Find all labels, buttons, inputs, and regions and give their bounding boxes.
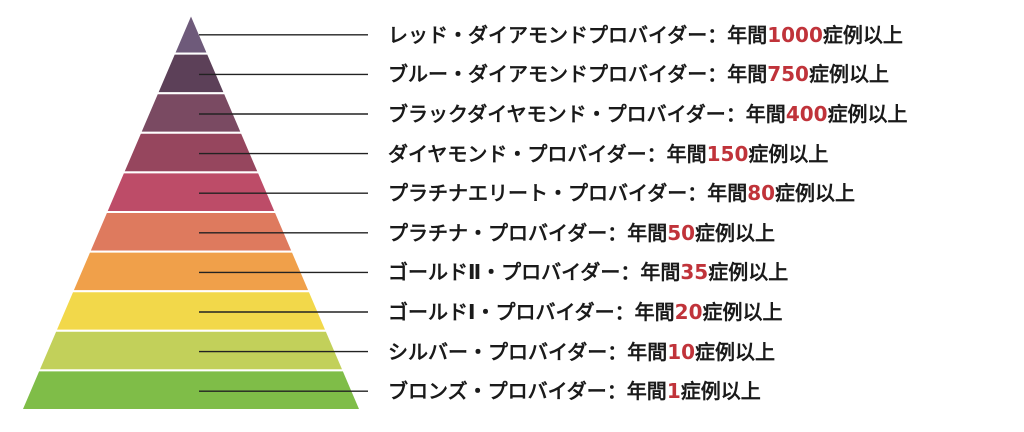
tier-suffix: 症例以上 (822, 22, 903, 47)
tier-label-3: ブラックダイヤモンド・プロバイダー：年間400症例以上 (388, 96, 908, 132)
tier-label-9: シルバー・プロバイダー：年間10症例以上 (388, 334, 775, 370)
tier-suffix: 症例以上 (695, 220, 776, 245)
pyramid-tier-4 (121, 131, 261, 174)
pyramid-tier-5 (104, 171, 278, 213)
tier-case-count: 1000 (767, 22, 823, 47)
tier-name: ゴールドⅡ・プロバイダー (388, 260, 621, 285)
tier-case-count: 20 (674, 300, 703, 324)
tier-prefix: ：年間 (607, 220, 668, 245)
tier-label-6: プラチナ・プロバイダー：年間50症例以上 (388, 215, 775, 251)
tier-case-count: 50 (667, 220, 696, 245)
tier-prefix: ：年間 (707, 22, 768, 47)
tier-case-count: 35 (680, 260, 709, 285)
tier-name: ダイヤモンド・プロバイダー (388, 141, 647, 166)
tier-case-count: 150 (706, 141, 749, 166)
tier-name: プラチナエリート・プロバイダー (388, 181, 688, 206)
pyramid-tier-6 (87, 211, 295, 253)
tier-label-4: ダイヤモンド・プロバイダー：年間150症例以上 (388, 136, 828, 172)
tier-prefix: ：年間 (614, 300, 675, 324)
tier-name: レッド・ダイアモンドプロバイダー (388, 22, 708, 47)
tier-case-count: 80 (747, 181, 776, 206)
pyramid-tier-3 (138, 92, 244, 134)
tier-prefix: ：年間 (687, 181, 748, 206)
tier-case-count: 400 (785, 102, 828, 126)
tier-prefix: ：年間 (707, 62, 768, 87)
pyramid-tier-10 (19, 369, 363, 411)
tier-suffix: 症例以上 (708, 260, 789, 285)
pyramid-tier-8 (53, 290, 329, 332)
tier-suffix: 症例以上 (695, 339, 776, 364)
tier-label-7: ゴールドⅡ・プロバイダー：年間35症例以上 (388, 254, 788, 290)
tier-name: ブロンズ・プロバイダー (388, 379, 607, 404)
tier-suffix: 症例以上 (702, 300, 783, 324)
tier-name: ゴールドⅠ・プロバイダー (388, 300, 615, 324)
tier-label-5: プラチナエリート・プロバイダー：年間80症例以上 (388, 175, 855, 211)
tier-case-count: 10 (667, 339, 696, 364)
pyramid-tier-2 (155, 52, 227, 95)
tier-label-10: ブロンズ・プロバイダー：年間1症例以上 (388, 373, 761, 409)
tier-suffix: 症例以上 (775, 181, 856, 206)
tier-case-count: 750 (767, 62, 809, 87)
tier-suffix: 症例以上 (680, 379, 761, 404)
tier-case-count: 1 (666, 379, 681, 404)
tier-suffix: 症例以上 (827, 102, 908, 126)
pyramid-tier-1 (172, 11, 210, 55)
tier-name: シルバー・プロバイダー (388, 339, 608, 364)
tier-prefix: ：年間 (607, 339, 668, 364)
pyramid-tier-9 (36, 329, 346, 372)
tier-name: ブラックダイヤモンド・プロバイダー (388, 102, 726, 126)
tier-label-1: レッド・ダイアモンドプロバイダー：年間1000症例以上 (388, 17, 903, 53)
tier-suffix: 症例以上 (748, 141, 829, 166)
tier-label-2: ブルー・ダイアモンドプロバイダー：年間750症例以上 (388, 56, 889, 92)
tier-prefix: ：年間 (725, 102, 786, 126)
tier-name: プラチナ・プロバイダー (388, 220, 608, 245)
tier-label-8: ゴールドⅠ・プロバイダー：年間20症例以上 (388, 294, 783, 330)
tier-prefix: ：年間 (606, 379, 667, 404)
tier-prefix: ：年間 (646, 141, 707, 166)
tier-suffix: 症例以上 (808, 62, 889, 87)
pyramid-tier-7 (70, 250, 312, 293)
tier-prefix: ：年間 (620, 260, 681, 285)
tier-name: ブルー・ダイアモンドプロバイダー (388, 62, 708, 87)
